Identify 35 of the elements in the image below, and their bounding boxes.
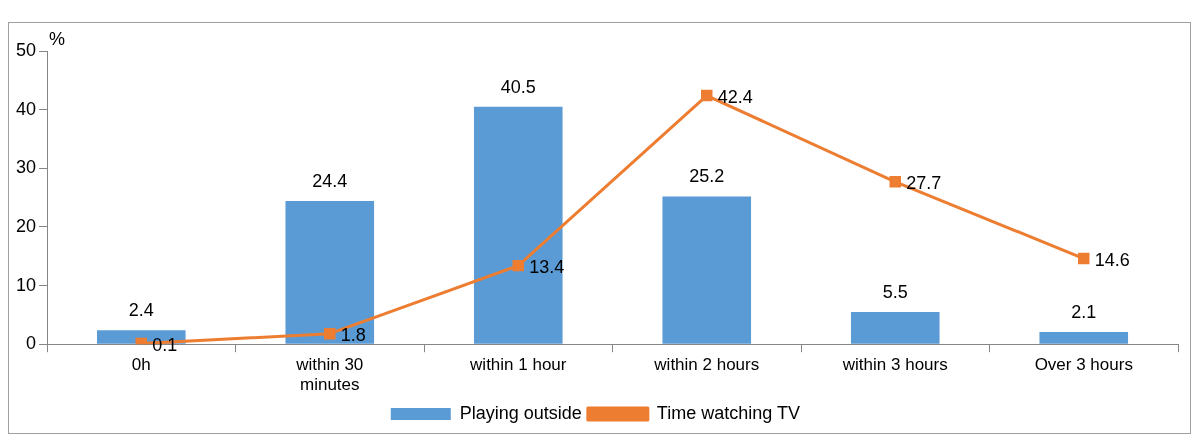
point bbox=[701, 89, 713, 102]
x-tick-label: within 2 hours bbox=[653, 355, 760, 375]
data-label: 14.6 bbox=[1094, 249, 1130, 270]
bar bbox=[1039, 331, 1129, 344]
point bbox=[1078, 252, 1090, 265]
point bbox=[512, 259, 525, 272]
point bbox=[889, 176, 901, 188]
legend-label: Time watching TV bbox=[656, 402, 800, 423]
x-tick-label: 0h bbox=[131, 355, 151, 375]
bar bbox=[285, 201, 375, 344]
x-tick-label: within 30 minutes bbox=[295, 355, 364, 395]
y-tick-label: 50 bbox=[15, 39, 37, 60]
bar bbox=[662, 196, 752, 344]
x-tick-label: within 1 hour bbox=[469, 355, 567, 375]
data-label: 2.1 bbox=[1071, 301, 1097, 322]
data-label: 25.2 bbox=[689, 166, 725, 187]
bar bbox=[850, 311, 940, 344]
y-tick-label: 0 bbox=[26, 333, 37, 354]
data-label: 2.4 bbox=[128, 300, 154, 321]
data-label: 42.4 bbox=[717, 86, 753, 107]
point bbox=[324, 327, 336, 340]
x-tick-label: within 3 hours bbox=[841, 355, 948, 375]
data-label: 1.8 bbox=[340, 324, 366, 345]
y-tick-label: 30 bbox=[15, 157, 37, 178]
x-tick-label: Over 3 hours bbox=[1034, 355, 1133, 375]
legend-label: Playing outside bbox=[459, 402, 582, 423]
y-tick-label: 10 bbox=[15, 274, 37, 295]
bar bbox=[473, 106, 563, 344]
y-axis-title: % bbox=[49, 28, 66, 49]
data-label: 24.4 bbox=[312, 171, 348, 192]
y-tick-label: 20 bbox=[15, 215, 37, 236]
y-tick-label: 40 bbox=[15, 98, 37, 119]
data-label: 40.5 bbox=[500, 76, 536, 97]
data-label: 27.7 bbox=[906, 172, 942, 193]
data-label: 5.5 bbox=[882, 281, 908, 302]
